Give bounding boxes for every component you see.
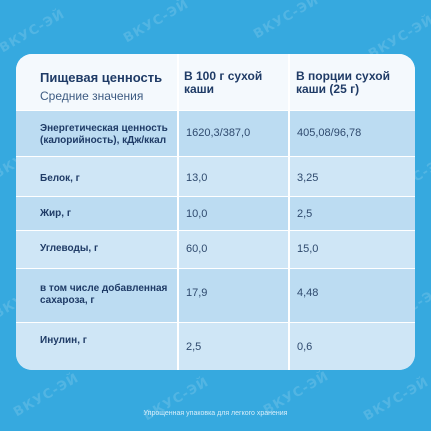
column-divider: [177, 54, 179, 370]
value-energy-per-portion: 405,08/96,78: [297, 127, 362, 139]
row-label-protein: Белок, г: [40, 173, 80, 184]
row-label-carbs: Углеводы, г: [40, 243, 99, 254]
row-label-sucrose: в том числе добавленная сахароза, г: [40, 283, 168, 306]
table-row: Белок, г 13,0 3,25: [16, 156, 415, 197]
column-divider: [288, 54, 290, 370]
column-subtitle-average: Средние значения: [40, 89, 144, 103]
table-row: Инулин, г 2,5 0,6: [16, 322, 415, 370]
table-header: Пищевая ценность Средние значения В 100 …: [16, 54, 415, 110]
table-row: Углеводы, г 60,0 15,0: [16, 230, 415, 269]
table-row: в том числе добавленная сахароза, г 17,9…: [16, 268, 415, 323]
value-sucrose-per-100g: 17,9: [186, 287, 208, 299]
nutrition-table: Пищевая ценность Средние значения В 100 …: [16, 54, 415, 370]
column-title-per-portion: В порции сухой каши (25 г): [296, 69, 390, 96]
column-title-nutrition: Пищевая ценность: [40, 70, 163, 85]
value-sucrose-per-portion: 4,48: [297, 287, 319, 299]
value-inulin-per-portion: 0,6: [297, 341, 313, 353]
value-fat-per-100g: 10,0: [186, 208, 208, 220]
value-protein-per-portion: 3,25: [297, 172, 319, 184]
value-carbs-per-portion: 15,0: [297, 243, 319, 255]
value-carbs-per-100g: 60,0: [186, 243, 208, 255]
value-inulin-per-100g: 2,5: [186, 341, 202, 353]
value-protein-per-100g: 13,0: [186, 172, 208, 184]
row-label-fat: Жир, г: [40, 208, 72, 219]
footnote: Упрощенная упаковка для легкого хранения: [143, 410, 288, 417]
column-title-per-100g: В 100 г сухой каши: [184, 69, 263, 96]
row-label-inulin: Инулин, г: [40, 335, 87, 346]
row-label-energy: Энергетическая ценность (калорийность), …: [40, 123, 168, 146]
table-row: Энергетическая ценность (калорийность), …: [16, 110, 415, 157]
table-row: Жир, г 10,0 2,5: [16, 196, 415, 231]
value-fat-per-portion: 2,5: [297, 208, 313, 220]
value-energy-per-100g: 1620,3/387,0: [186, 127, 251, 139]
